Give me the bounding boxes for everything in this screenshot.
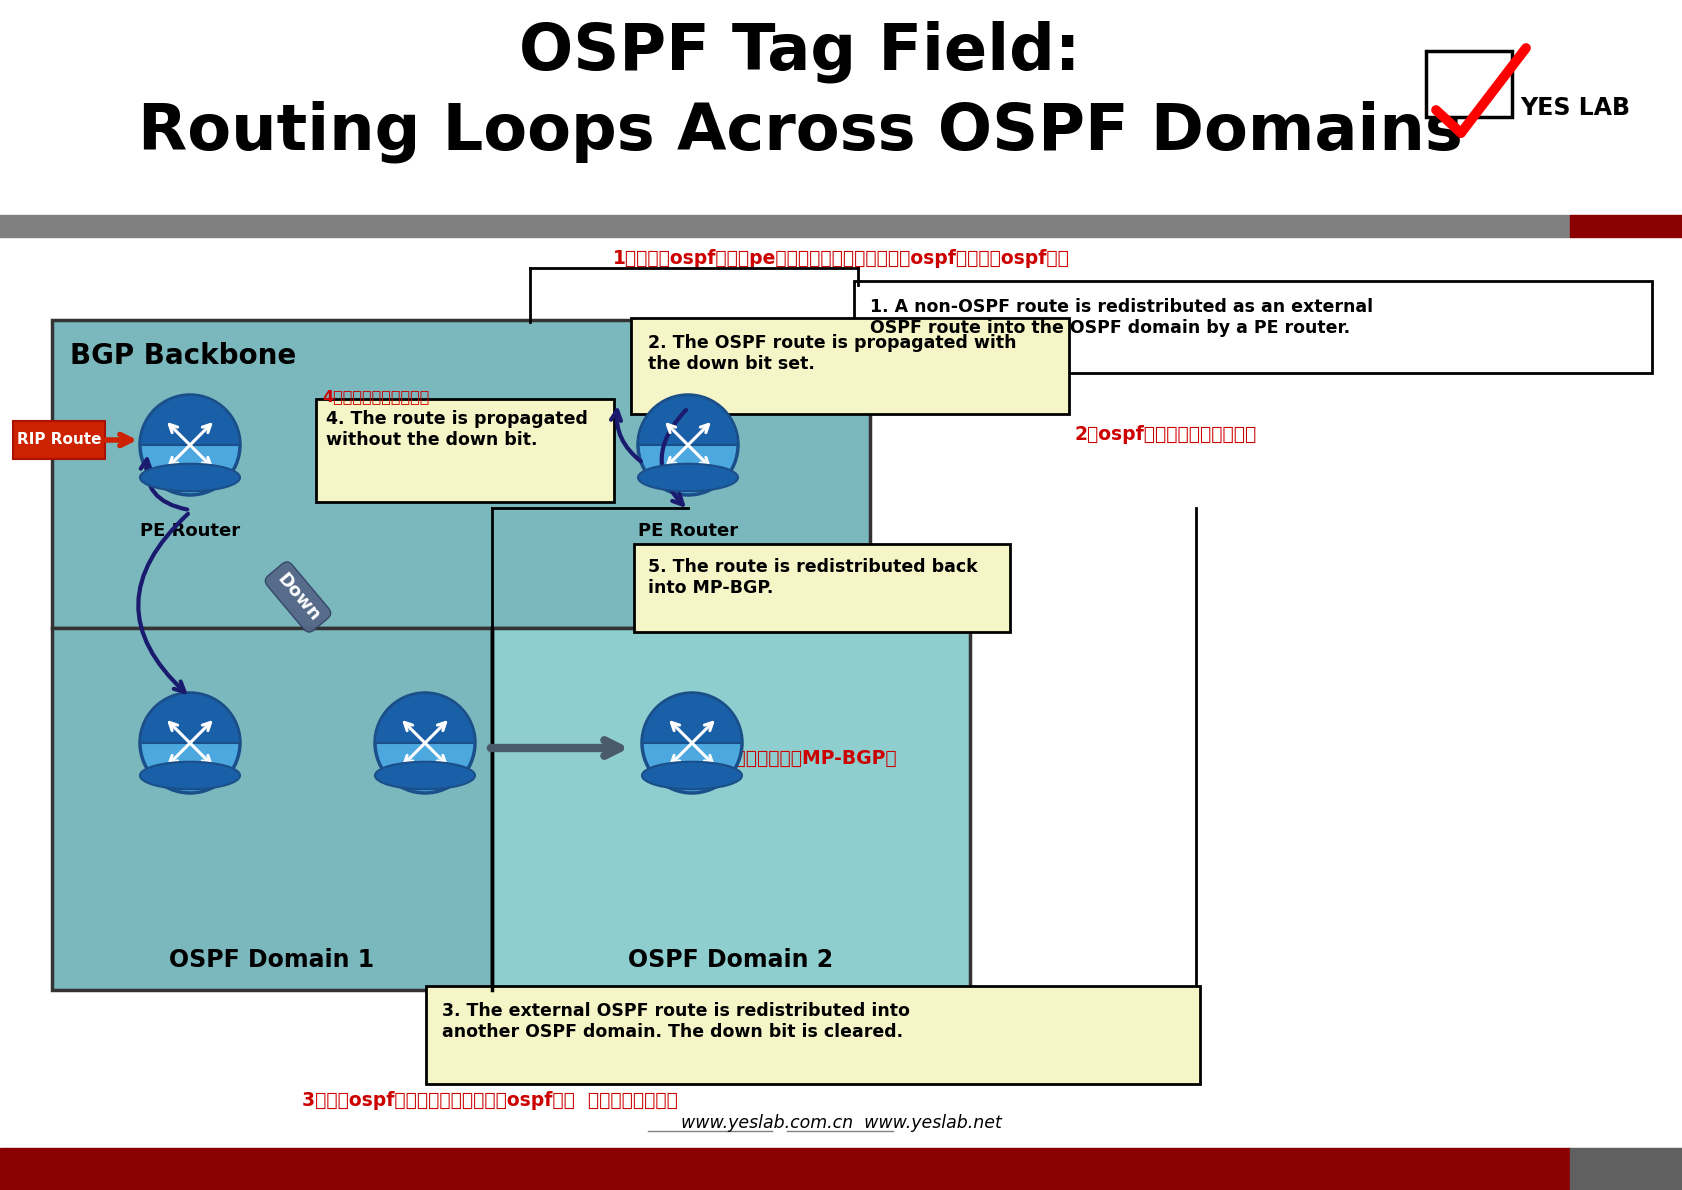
- Text: OSPF Tag Field:: OSPF Tag Field:: [520, 20, 1080, 83]
- Bar: [0, 1148, 1569, 1190]
- Text: www.yeslab.com.cn  www.yeslab.net: www.yeslab.com.cn www.yeslab.net: [680, 1114, 1001, 1132]
- Text: 2、ospf路由以下位设置传播。: 2、ospf路由以下位设置传播。: [1075, 426, 1256, 445]
- FancyBboxPatch shape: [52, 628, 491, 990]
- FancyBboxPatch shape: [853, 281, 1652, 372]
- FancyBboxPatch shape: [634, 544, 1009, 632]
- Text: 4、路由传播没有下位。: 4、路由传播没有下位。: [321, 389, 429, 403]
- FancyBboxPatch shape: [316, 399, 614, 502]
- Wedge shape: [637, 395, 738, 445]
- Text: OSPF Domain 1: OSPF Domain 1: [170, 948, 375, 972]
- Ellipse shape: [637, 464, 738, 491]
- Text: 3. The external OSPF route is redistributed into
another OSPF domain. The down b: 3. The external OSPF route is redistribu…: [442, 1002, 910, 1041]
- FancyBboxPatch shape: [491, 628, 969, 990]
- Text: Down: Down: [272, 570, 323, 625]
- Ellipse shape: [375, 762, 474, 789]
- Circle shape: [641, 693, 742, 793]
- Bar: [1569, 1148, 1682, 1190]
- Text: 1、一个非ospf路由被pe路由器重新分配为一个外部ospf路由进入ospf域。: 1、一个非ospf路由被pe路由器重新分配为一个外部ospf路由进入ospf域。: [612, 249, 1068, 268]
- Text: PE Router: PE Router: [140, 522, 241, 540]
- FancyBboxPatch shape: [52, 320, 870, 628]
- FancyBboxPatch shape: [1425, 51, 1510, 117]
- Ellipse shape: [140, 464, 241, 491]
- Wedge shape: [140, 693, 241, 743]
- Text: RIP Route: RIP Route: [17, 432, 101, 447]
- FancyBboxPatch shape: [13, 421, 104, 459]
- Circle shape: [637, 395, 738, 495]
- Wedge shape: [140, 395, 241, 445]
- Circle shape: [140, 693, 241, 793]
- Text: 4. The route is propagated
without the down bit.: 4. The route is propagated without the d…: [326, 411, 587, 449]
- Circle shape: [375, 693, 474, 793]
- Text: 3、外部ospf路由重新分配到另一个ospf域。  下行端口被清除。: 3、外部ospf路由重新分配到另一个ospf域。 下行端口被清除。: [301, 1090, 678, 1109]
- Text: YES LAB: YES LAB: [1519, 96, 1630, 120]
- Wedge shape: [641, 693, 742, 743]
- Text: BGP Backbone: BGP Backbone: [71, 342, 296, 370]
- FancyBboxPatch shape: [631, 318, 1068, 414]
- Text: 5、路由重新分配到MP-BGP。: 5、路由重新分配到MP-BGP。: [700, 749, 897, 768]
- Text: Routing Loops Across OSPF Domains: Routing Loops Across OSPF Domains: [138, 101, 1462, 163]
- Text: PE Router: PE Router: [637, 522, 738, 540]
- Wedge shape: [375, 693, 474, 743]
- Ellipse shape: [641, 762, 742, 789]
- FancyBboxPatch shape: [426, 987, 1199, 1084]
- Text: OSPF Domain 2: OSPF Domain 2: [627, 948, 833, 972]
- Text: 5. The route is redistributed back
into MP-BGP.: 5. The route is redistributed back into …: [648, 558, 977, 597]
- Ellipse shape: [140, 762, 241, 789]
- Bar: [0, 215, 1569, 237]
- Text: 2. The OSPF route is propagated with
the down bit set.: 2. The OSPF route is propagated with the…: [648, 334, 1016, 372]
- Text: 1. A non-OSPF route is redistributed as an external
OSPF route into the OSPF dom: 1. A non-OSPF route is redistributed as …: [870, 298, 1373, 337]
- Bar: [1569, 215, 1682, 237]
- Circle shape: [140, 395, 241, 495]
